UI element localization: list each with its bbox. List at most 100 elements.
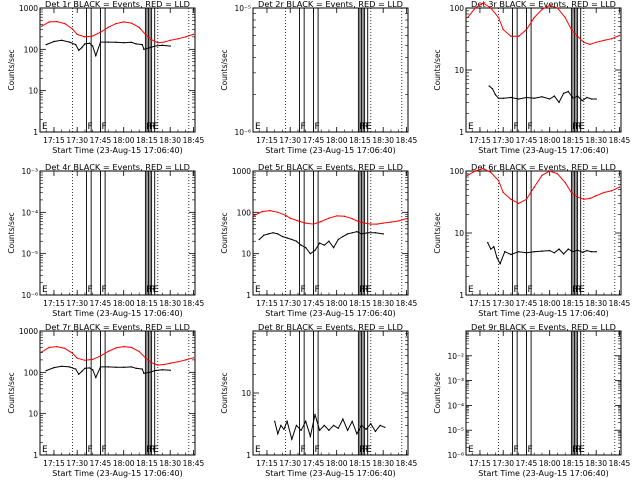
events-data-point xyxy=(590,98,593,100)
events-data-point xyxy=(141,43,143,46)
plot-frame xyxy=(252,330,409,456)
lld-data-point xyxy=(482,2,484,4)
events-data-point xyxy=(277,433,279,435)
flag-letter: F xyxy=(514,122,519,132)
lld-data-point xyxy=(115,347,117,349)
events-data-point xyxy=(581,99,583,102)
lld-data-point xyxy=(192,33,195,36)
lld-data-point xyxy=(556,173,559,175)
events-data-point xyxy=(360,424,363,427)
events-data-point xyxy=(502,97,504,99)
x-tick-label: 17:30 xyxy=(492,136,514,145)
events-data-point xyxy=(562,92,565,95)
events-data-point xyxy=(78,373,80,375)
x-tick-label: 17:30 xyxy=(66,459,88,468)
events-data-point xyxy=(130,366,133,368)
events-data-point xyxy=(281,235,284,238)
events-data-point xyxy=(295,240,298,242)
events-data-point xyxy=(88,367,91,369)
lld-data-point xyxy=(123,21,125,23)
x-tick-label: 17:15 xyxy=(256,136,278,145)
x-tick-label: 17:15 xyxy=(469,299,491,308)
lld-data-point xyxy=(40,351,43,353)
lld-data-point xyxy=(177,361,179,363)
lld-data-point xyxy=(284,214,287,216)
chart-title: Det 8r BLACK = Events, RED = LLD xyxy=(258,322,403,332)
lld-data-point xyxy=(71,352,74,354)
lld-data-point xyxy=(297,220,299,222)
x-tick-label: 18:00 xyxy=(539,136,561,145)
x-tick-label: 18:45 xyxy=(396,299,418,308)
x-tick-label: 18:30 xyxy=(159,459,181,468)
plot-frame xyxy=(465,170,622,296)
events-data-point xyxy=(553,95,556,97)
events-series-line xyxy=(258,231,384,255)
x-tick-label: 18:45 xyxy=(396,136,418,145)
events-data-point xyxy=(525,96,528,99)
y-tick-label: 100 xyxy=(24,368,39,377)
lld-data-point xyxy=(84,359,86,362)
events-data-point xyxy=(123,41,125,44)
lld-data-point xyxy=(336,215,338,217)
events-data-point xyxy=(374,232,377,234)
plot-frame xyxy=(39,170,196,296)
lld-data-point xyxy=(533,186,535,188)
x-tick-label: 17:45 xyxy=(516,299,538,308)
events-data-point xyxy=(309,252,312,255)
lld-data-point xyxy=(144,357,147,359)
lld-data-point xyxy=(595,194,597,197)
x-tick-label: 18:00 xyxy=(539,459,561,468)
lld-data-point xyxy=(169,362,171,365)
lld-data-point xyxy=(518,202,520,205)
x-tick-label: 18:30 xyxy=(372,136,394,145)
lld-data-point xyxy=(595,41,597,43)
lld-data-point xyxy=(549,170,551,172)
flag-letter: E xyxy=(366,285,372,295)
events-data-point xyxy=(525,252,528,254)
x-axis-label: Start Time (23-Aug-15 17:06:40) xyxy=(265,309,396,318)
chart-title: Det 3r BLACK = Events, RED = LLD xyxy=(471,0,616,9)
y-tick-label: 1000 xyxy=(232,167,251,176)
y-tick-label: 1000 xyxy=(19,4,38,13)
lld-data-point xyxy=(177,38,179,40)
flag-letter: F xyxy=(301,285,306,295)
events-data-point xyxy=(99,366,102,368)
y-tick-label: 10⁻³ xyxy=(21,167,38,176)
y-tick-label: 10⁻⁴ xyxy=(21,208,38,217)
events-data-point xyxy=(115,41,117,43)
lld-data-point xyxy=(466,174,469,177)
lld-data-point xyxy=(564,181,566,184)
lld-data-point xyxy=(157,41,159,44)
events-data-point xyxy=(314,249,316,252)
flag-letter: R xyxy=(150,122,156,132)
events-data-point xyxy=(328,429,330,432)
lld-data-point xyxy=(570,191,573,194)
x-axis-label: Start Time (23-Aug-15 17:06:40) xyxy=(478,146,609,155)
flag-letter: E xyxy=(153,122,159,132)
events-data-point xyxy=(154,369,156,372)
flag-letter: F xyxy=(146,445,151,455)
plot-frame xyxy=(39,7,196,133)
lld-data-point xyxy=(150,362,153,364)
events-data-point xyxy=(558,248,560,250)
lld-data-point xyxy=(144,33,147,36)
flag-letter: E xyxy=(255,445,261,455)
lld-data-point xyxy=(525,28,528,31)
flag-letter: F xyxy=(514,285,519,295)
flag-letter: E xyxy=(42,285,48,295)
events-data-point xyxy=(115,366,117,368)
y-tick-label: 10 xyxy=(241,389,251,398)
events-data-point xyxy=(567,90,569,93)
events-data-point xyxy=(161,369,164,371)
y-tick-label: 1 xyxy=(459,291,464,300)
events-data-point xyxy=(379,424,381,427)
flag-letter: F xyxy=(359,445,364,455)
flag-letter: R xyxy=(150,285,156,295)
events-data-point xyxy=(309,435,312,438)
y-axis-label: Counts/sec xyxy=(220,212,229,253)
flag-letter: R xyxy=(576,122,582,132)
plot-frame xyxy=(465,7,622,133)
flag-letter: F xyxy=(314,285,319,295)
y-axis-label: Counts/sec xyxy=(433,372,442,413)
events-data-point xyxy=(45,369,47,372)
